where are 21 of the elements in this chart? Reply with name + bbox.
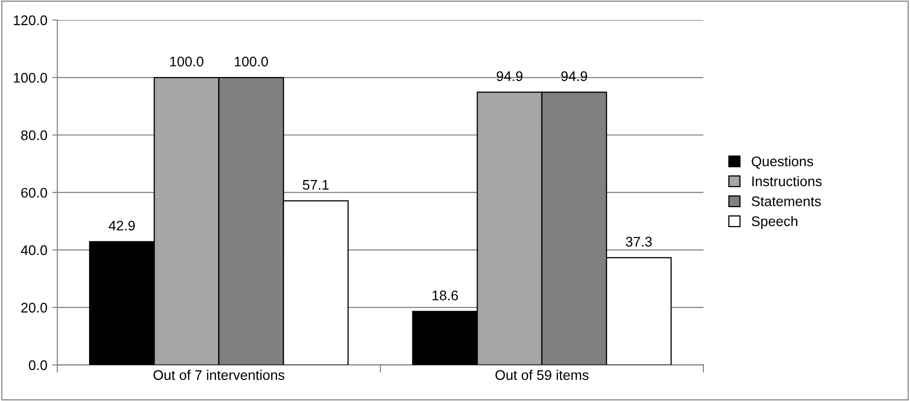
y-tick-label: 100.0	[14, 72, 48, 83]
y-tick-label: 120.0	[14, 15, 48, 26]
y-tick-label: 60.0	[21, 188, 48, 198]
legend-label: Statements	[752, 196, 821, 206]
data-label: 94.9	[496, 71, 522, 82]
x-tick-label: Out of 7 interventions	[154, 370, 284, 380]
legend-label: Questions	[752, 156, 814, 169]
y-tick-label: 0.0	[28, 360, 48, 370]
data-label: 42.9	[108, 220, 135, 231]
data-label: 100.0	[234, 56, 268, 66]
y-tick-label: 40.0	[20, 245, 48, 256]
data-label: 100.0	[170, 56, 204, 66]
data-label: 94.9	[561, 71, 588, 82]
x-tick-label: Out of 59 items	[495, 370, 588, 380]
data-label: 18.6	[432, 290, 458, 300]
data-label: 57.1	[302, 180, 329, 190]
legend-label: Instructions	[752, 176, 822, 186]
y-tick-label: 80.0	[21, 130, 48, 140]
y-tick-label: 20.0	[21, 302, 48, 313]
data-label: 37.3	[626, 236, 652, 247]
legend-label: Speech	[752, 216, 798, 229]
